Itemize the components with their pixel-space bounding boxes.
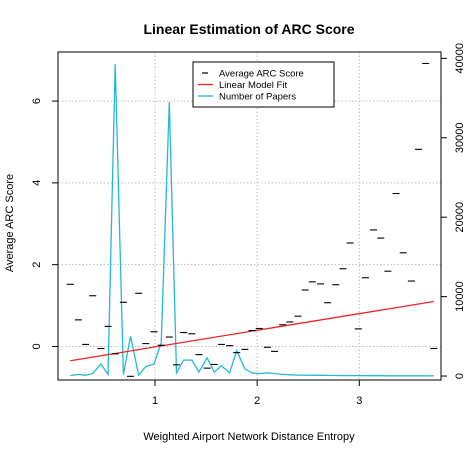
x-tick-label: 3 (356, 395, 362, 407)
y-tick-label: 4 (31, 180, 43, 186)
x-tick-label: 2 (254, 395, 260, 407)
legend-label: Linear Model Fit (219, 80, 287, 91)
y-tick-label: 0 (31, 343, 43, 349)
legend-box (192, 61, 335, 108)
chart-title: Linear Estimation of ARC Score (143, 21, 354, 37)
y2-tick-label: 20000 (454, 202, 466, 233)
legend-label: Number of Papers (219, 92, 296, 103)
series-papers-line (70, 63, 434, 377)
series-fit-line (70, 300, 434, 362)
y2-tick-label: 40000 (454, 43, 466, 74)
grid (58, 52, 441, 380)
y-axis-label: Average ARC Score (4, 174, 16, 272)
y2-tick-label: 30000 (454, 122, 466, 153)
plot-area (66, 62, 438, 377)
y2-tick-label: 10000 (454, 281, 466, 312)
plot-frame (57, 51, 442, 381)
y-tick-label: 2 (31, 262, 43, 268)
legend-label: Average ARC Score (219, 69, 304, 80)
y2-tick-label: 0 (454, 373, 466, 379)
y-tick-label: 6 (31, 98, 43, 104)
axes: 1 2 3 0 2 4 6 0 10000 20000 30000 40000 (31, 43, 466, 407)
x-axis-label: Weighted Airport Network Distance Entrop… (143, 431, 355, 443)
x-tick-label: 1 (152, 395, 158, 407)
